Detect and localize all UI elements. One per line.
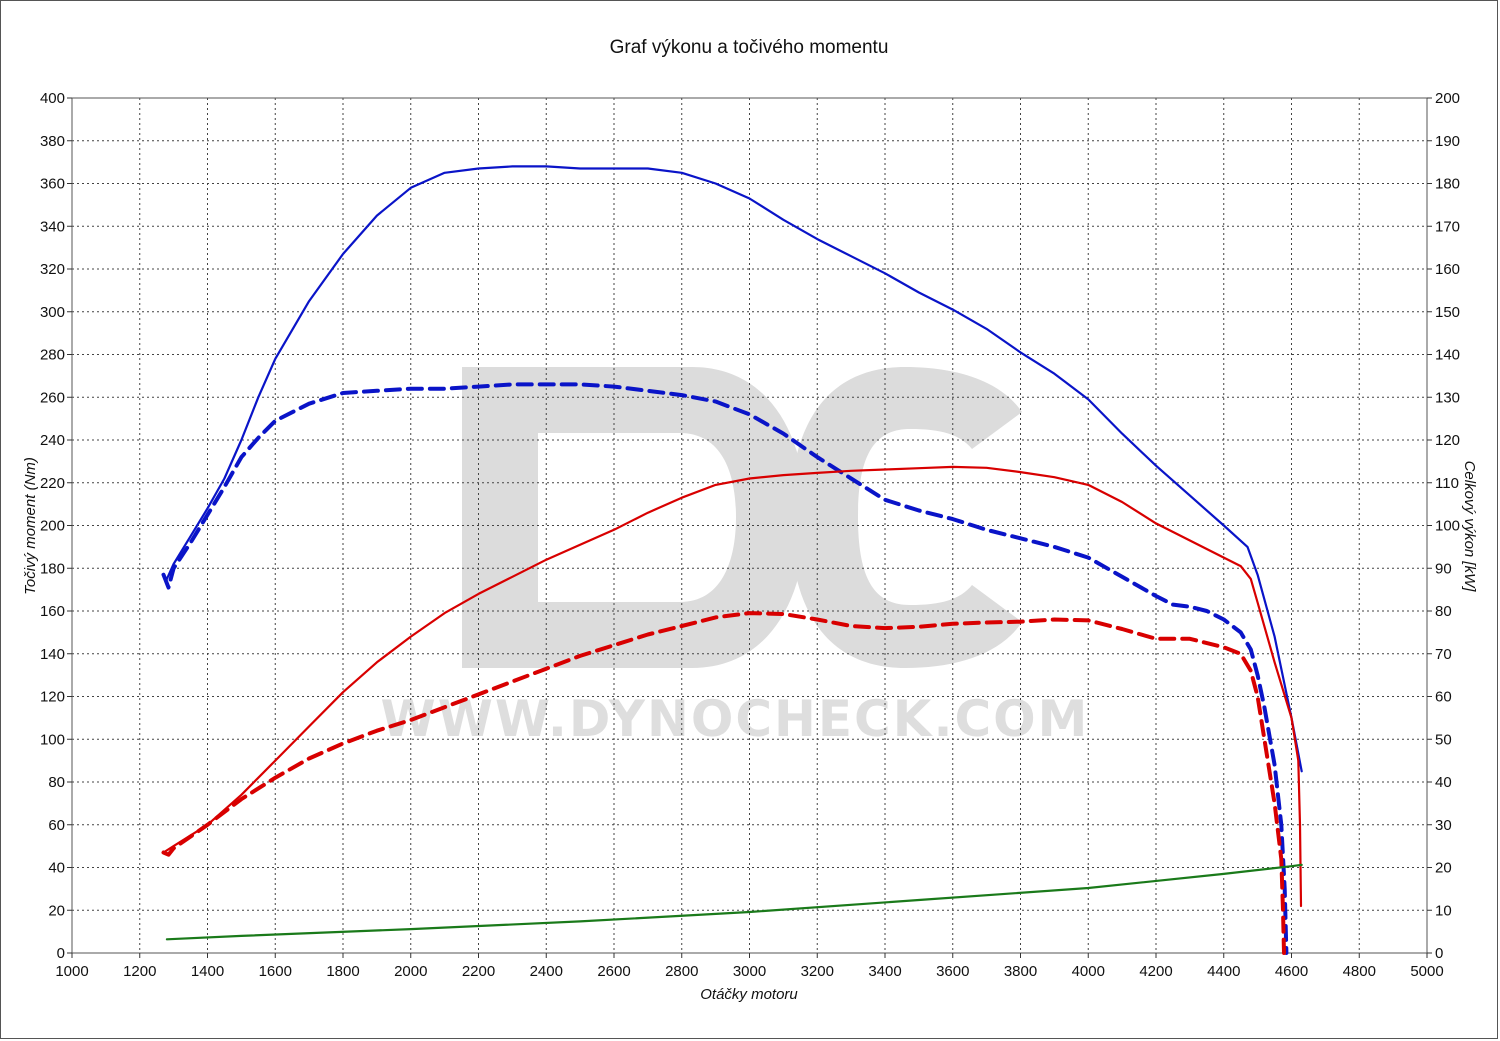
y-axis-left-label: Točivý moment (Nm) (22, 457, 39, 595)
y-axis-right: 0 10 20 30 40 50 60 70 80 90 100 110 120 130 140 150 160… (1427, 90, 1460, 962)
x-tick-label: 3800 (1004, 963, 1037, 980)
y-right-tick-label: 10 (1435, 902, 1452, 919)
y-left-tick-label: 60 (48, 817, 65, 834)
x-tick-label: 2200 (462, 963, 495, 980)
y-right-tick-label: 90 (1435, 560, 1452, 577)
grid (72, 98, 1427, 953)
x-tick-label: 1600 (259, 963, 292, 980)
series-line-torque_tuned (165, 165, 1303, 773)
series-line-power_stock (161, 611, 1286, 955)
y-right-tick-label: 180 (1435, 176, 1460, 193)
watermark: WWW.DYNOCHECK.COM (381, 367, 1090, 748)
x-tick-label: 4000 (1072, 963, 1105, 980)
x-axis: 1000 1200 1400 1600 1800 2000 2200 2400 2600 2800… (55, 953, 1444, 980)
x-tick-label: 3000 (733, 963, 766, 980)
chart-title: Graf výkonu a točivého momentu (610, 37, 889, 58)
x-tick-label: 1200 (123, 963, 156, 980)
y-right-tick-label: 30 (1435, 817, 1452, 834)
y-right-tick-label: 200 (1435, 90, 1460, 107)
y-left-tick-label: 140 (40, 646, 65, 663)
y-right-tick-label: 20 (1435, 860, 1452, 877)
y-axis-right-label: Celkový výkon [kW] (1461, 461, 1478, 593)
y-right-tick-label: 130 (1435, 389, 1460, 406)
y-left-tick-label: 340 (40, 218, 65, 235)
y-left-tick-label: 40 (48, 860, 65, 877)
x-tick-label: 2000 (394, 963, 427, 980)
series-line-torque_stock (161, 382, 1289, 955)
x-tick-label: 4400 (1207, 963, 1240, 980)
y-right-tick-label: 120 (1435, 432, 1460, 449)
y-left-tick-label: 80 (48, 774, 65, 791)
y-left-tick-label: 20 (48, 902, 65, 919)
y-left-tick-label: 100 (40, 731, 65, 748)
y-right-tick-label: 80 (1435, 603, 1452, 620)
y-right-tick-label: 100 (1435, 518, 1460, 535)
series-line-losses (165, 863, 1303, 941)
y-right-tick-label: 40 (1435, 774, 1452, 791)
x-tick-label: 4200 (1139, 963, 1172, 980)
x-tick-label: 1000 (55, 963, 88, 980)
y-right-tick-label: 150 (1435, 304, 1460, 321)
y-right-tick-label: 170 (1435, 218, 1460, 235)
y-left-tick-label: 200 (40, 518, 65, 535)
watermark-text: WWW.DYNOCHECK.COM (381, 690, 1090, 748)
y-left-tick-label: 180 (40, 560, 65, 577)
y-right-tick-label: 0 (1435, 945, 1443, 962)
x-axis-label: Otáčky motoru (700, 986, 798, 1003)
x-tick-label: 2600 (597, 963, 630, 980)
y-right-tick-label: 110 (1435, 475, 1459, 492)
x-tick-label: 4800 (1343, 963, 1376, 980)
series-line-power_tuned (162, 465, 1303, 908)
y-left-tick-label: 260 (40, 389, 65, 406)
series-group (161, 165, 1303, 955)
x-tick-label: 5000 (1410, 963, 1443, 980)
y-left-tick-label: 120 (40, 689, 65, 706)
y-left-tick-label: 360 (40, 176, 65, 193)
y-right-tick-label: 70 (1435, 646, 1452, 663)
y-right-tick-label: 60 (1435, 689, 1452, 706)
y-left-tick-label: 300 (40, 304, 65, 321)
x-tick-label: 3600 (936, 963, 969, 980)
y-left-tick-label: 400 (40, 90, 65, 107)
x-tick-label: 1400 (191, 963, 224, 980)
x-tick-label: 1800 (326, 963, 359, 980)
y-right-tick-label: 190 (1435, 133, 1460, 150)
y-left-tick-label: 160 (40, 603, 65, 620)
y-right-tick-label: 160 (1435, 261, 1460, 278)
x-tick-label: 2400 (530, 963, 563, 980)
y-left-tick-label: 0 (57, 945, 65, 962)
y-left-tick-label: 380 (40, 133, 65, 150)
x-tick-label: 4600 (1275, 963, 1308, 980)
y-left-tick-label: 240 (40, 432, 65, 449)
y-right-tick-label: 140 (1435, 347, 1460, 364)
x-tick-label: 3400 (868, 963, 901, 980)
y-left-tick-label: 320 (40, 261, 65, 278)
y-left-tick-label: 220 (40, 475, 65, 492)
y-left-tick-label: 280 (40, 347, 65, 364)
y-axis-left: 0 20 40 60 80 100 120 140 160 180 200 220 240 260 280 3… (40, 90, 72, 962)
x-tick-label: 2800 (665, 963, 698, 980)
y-right-tick-label: 50 (1435, 731, 1452, 748)
x-tick-label: 3200 (801, 963, 834, 980)
watermark-logo-dc (462, 367, 1022, 668)
